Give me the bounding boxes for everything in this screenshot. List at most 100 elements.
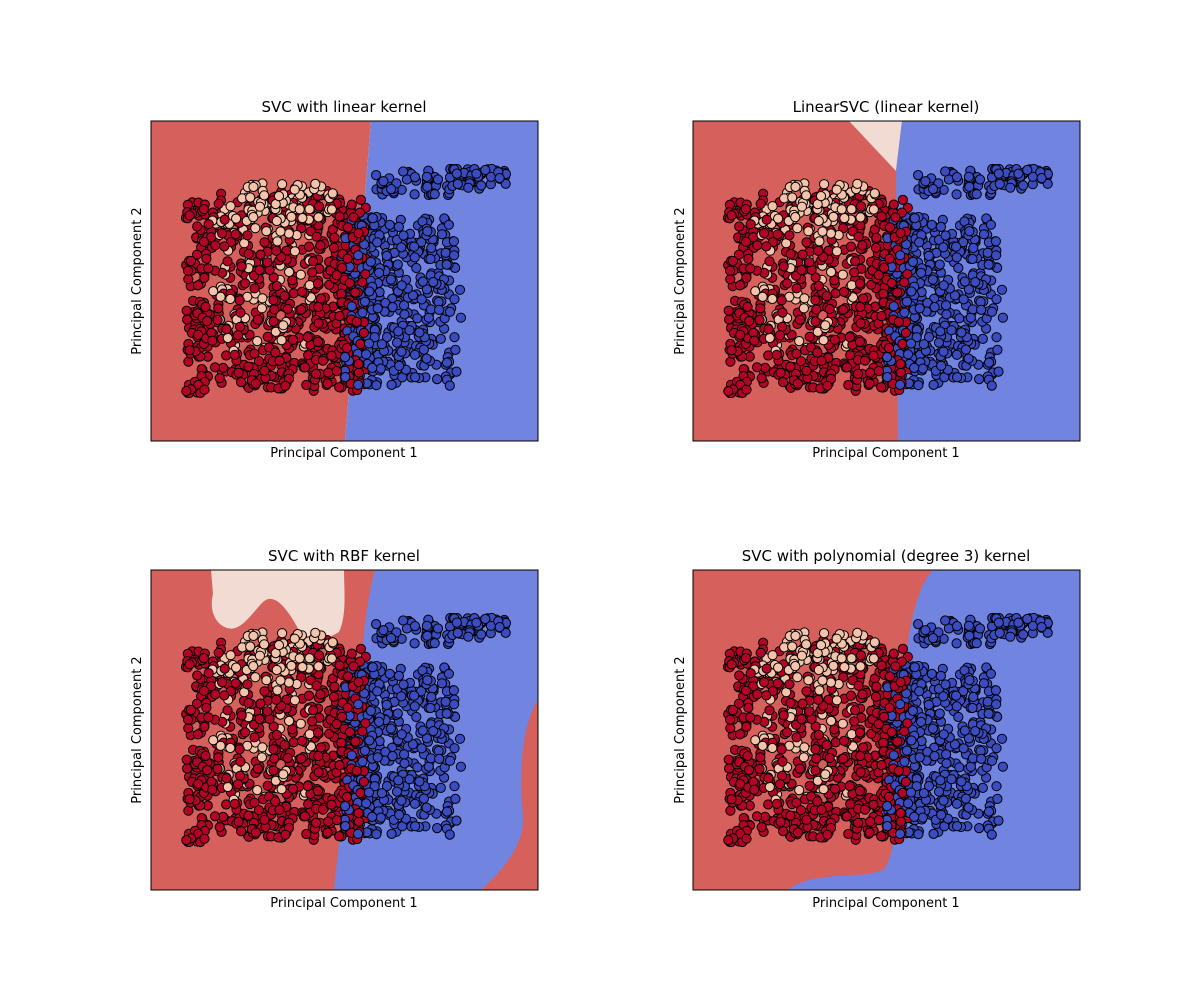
- data-point: [234, 295, 245, 306]
- data-point: [313, 212, 324, 223]
- data-point: [254, 201, 266, 212]
- data-point: [804, 331, 815, 342]
- data-point: [348, 212, 359, 223]
- data-point: [364, 735, 375, 746]
- data-point: [381, 699, 392, 710]
- data-point: [928, 184, 939, 195]
- data-point: [727, 255, 739, 267]
- data-point: [219, 214, 230, 225]
- data-point: [810, 765, 821, 776]
- data-point: [416, 743, 427, 754]
- data-point: [353, 358, 364, 370]
- data-point: [426, 691, 437, 703]
- data-point: [428, 277, 439, 288]
- data-point: [371, 619, 382, 630]
- data-point: [387, 751, 398, 762]
- data-point: [857, 240, 868, 251]
- data-point: [353, 828, 364, 839]
- data-point: [927, 274, 938, 285]
- data-point: [741, 384, 752, 395]
- data-point: [983, 357, 995, 368]
- data-point: [331, 366, 342, 377]
- data-point: [790, 212, 801, 223]
- data-point: [312, 727, 324, 738]
- data-point: [262, 257, 273, 268]
- data-point: [810, 316, 821, 327]
- data-point: [935, 221, 946, 233]
- data-point: [996, 284, 1008, 295]
- data-point: [734, 280, 746, 291]
- data-point: [418, 344, 429, 355]
- data-point: [448, 685, 459, 696]
- data-point: [991, 332, 1002, 343]
- data-point: [859, 355, 871, 366]
- data-point: [271, 280, 283, 292]
- data-point: [928, 379, 939, 390]
- data-point: [953, 262, 964, 274]
- y-axis-label: Principal Component 2: [130, 656, 145, 803]
- data-point: [416, 237, 427, 248]
- data-point: [828, 211, 839, 222]
- data-point: [271, 215, 282, 227]
- data-point: [234, 744, 245, 755]
- data-point: [938, 346, 949, 357]
- data-point: [414, 327, 425, 338]
- data-point: [421, 284, 432, 295]
- subplot-svc-poly: SVC with polynomial (degree 3) kernel Pr…: [673, 547, 1081, 911]
- data-point: [951, 349, 962, 360]
- data-point: [250, 378, 262, 389]
- data-point: [192, 280, 204, 291]
- data-point: [1013, 168, 1024, 179]
- data-point: [219, 690, 230, 701]
- data-point: [253, 805, 265, 816]
- data-point: [1005, 182, 1016, 193]
- data-point: [213, 303, 224, 314]
- data-point: [336, 737, 347, 748]
- data-point: [314, 201, 325, 212]
- data-point: [494, 622, 505, 633]
- plot-area: [692, 120, 1081, 442]
- data-point: [407, 290, 418, 301]
- data-point: [755, 303, 766, 314]
- data-point: [839, 213, 850, 224]
- data-point: [1018, 180, 1029, 191]
- data-point: [181, 835, 192, 846]
- data-point: [342, 253, 353, 264]
- data-point: [203, 219, 214, 230]
- data-point: [745, 219, 756, 230]
- data-point: [951, 172, 963, 183]
- data-point: [759, 228, 770, 239]
- data-point: [404, 774, 415, 785]
- x-axis-label: Principal Component 1: [812, 446, 959, 461]
- data-point: [794, 336, 805, 347]
- data-point: [451, 366, 462, 377]
- data-point: [964, 181, 975, 192]
- data-point: [876, 382, 887, 393]
- data-point: [230, 229, 241, 240]
- data-point: [836, 204, 847, 215]
- data-point: [315, 689, 326, 700]
- data-point: [801, 237, 812, 248]
- data-point: [207, 335, 218, 346]
- data-point: [374, 716, 385, 727]
- data-point: [272, 685, 283, 696]
- data-point: [963, 284, 974, 295]
- data-point: [399, 300, 410, 311]
- data-point: [873, 366, 884, 377]
- data-point: [417, 725, 428, 736]
- data-point: [986, 380, 997, 391]
- data-point: [452, 627, 463, 639]
- data-point: [749, 335, 760, 346]
- data-point: [286, 660, 297, 671]
- data-point: [441, 259, 452, 270]
- data-point: [353, 250, 364, 261]
- data-point: [831, 246, 842, 257]
- data-point: [248, 212, 259, 223]
- data-point: [307, 267, 318, 278]
- data-point: [351, 316, 362, 327]
- data-point: [775, 367, 786, 378]
- data-point: [884, 253, 895, 264]
- data-point: [890, 212, 901, 223]
- data-point: [751, 362, 763, 373]
- data-point: [949, 290, 960, 301]
